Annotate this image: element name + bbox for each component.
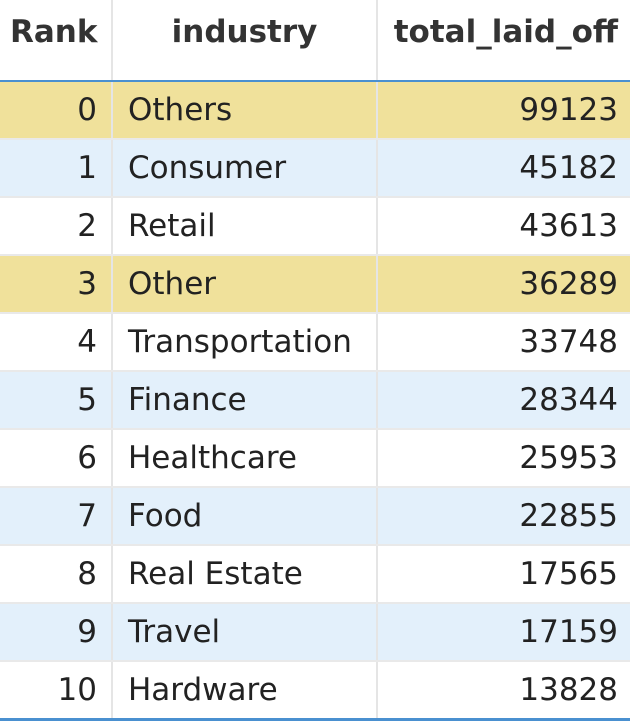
cell-industry: Retail: [112, 197, 378, 256]
cell-total-laid-off: 33748: [377, 313, 630, 372]
column-header-total-laid-off[interactable]: total_laid_off: [377, 0, 630, 82]
cell-rank: 9: [0, 603, 113, 662]
cell-industry: Others: [112, 81, 378, 140]
table-row[interactable]: 2 Retail 43613: [0, 197, 630, 256]
cell-industry: Consumer: [112, 139, 378, 198]
table-row[interactable]: 10 Hardware 13828: [0, 661, 630, 721]
column-header-total-laid-off-label: total_laid_off: [393, 14, 618, 50]
table-row[interactable]: 8 Real Estate 17565: [0, 545, 630, 604]
column-header-rank-label: Rank: [10, 14, 98, 50]
cell-industry: Other: [112, 255, 378, 314]
cell-rank: 10: [0, 661, 113, 721]
cell-total-laid-off: 45182: [377, 139, 630, 198]
cell-rank: 5: [0, 371, 113, 430]
cell-total-laid-off: 17565: [377, 545, 630, 604]
cell-total-laid-off: 13828: [377, 661, 630, 721]
cell-industry: Real Estate: [112, 545, 378, 604]
table-row[interactable]: 0 Others 99123: [0, 81, 630, 140]
table-header-row: Rank industry total_laid_off: [0, 0, 630, 82]
cell-total-laid-off: 99123: [377, 81, 630, 140]
cell-rank: 0: [0, 81, 113, 140]
cell-total-laid-off: 22855: [377, 487, 630, 546]
table-body: 0 Others 99123 1 Consumer 45182 2 Retail…: [0, 81, 630, 721]
table-row[interactable]: 1 Consumer 45182: [0, 139, 630, 198]
table-row[interactable]: 7 Food 22855: [0, 487, 630, 546]
table-row[interactable]: 4 Transportation 33748: [0, 313, 630, 372]
cell-total-laid-off: 28344: [377, 371, 630, 430]
cell-industry: Food: [112, 487, 378, 546]
cell-rank: 7: [0, 487, 113, 546]
cell-industry: Finance: [112, 371, 378, 430]
table-row[interactable]: 6 Healthcare 25953: [0, 429, 630, 488]
table-row[interactable]: 3 Other 36289: [0, 255, 630, 314]
cell-rank: 6: [0, 429, 113, 488]
cell-total-laid-off: 36289: [377, 255, 630, 314]
column-header-industry-label: industry: [171, 14, 318, 50]
cell-industry: Transportation: [112, 313, 378, 372]
table-row[interactable]: 5 Finance 28344: [0, 371, 630, 430]
cell-total-laid-off: 43613: [377, 197, 630, 256]
column-header-rank[interactable]: Rank: [0, 0, 113, 82]
cell-rank: 1: [0, 139, 113, 198]
cell-total-laid-off: 17159: [377, 603, 630, 662]
column-header-industry[interactable]: industry: [112, 0, 378, 82]
cell-industry: Healthcare: [112, 429, 378, 488]
cell-rank: 3: [0, 255, 113, 314]
cell-rank: 4: [0, 313, 113, 372]
cell-rank: 8: [0, 545, 113, 604]
table-row[interactable]: 9 Travel 17159: [0, 603, 630, 662]
cell-total-laid-off: 25953: [377, 429, 630, 488]
cell-industry: Hardware: [112, 661, 378, 721]
cell-rank: 2: [0, 197, 113, 256]
cell-industry: Travel: [112, 603, 378, 662]
